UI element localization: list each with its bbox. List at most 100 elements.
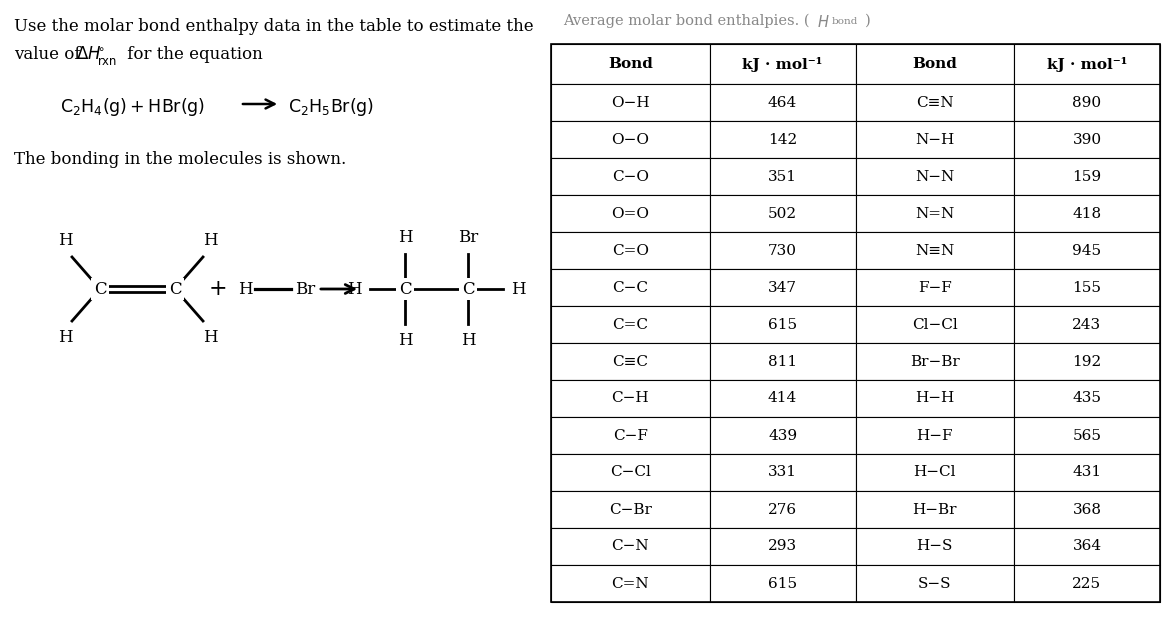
Bar <box>551 454 709 491</box>
Text: H: H <box>397 229 413 246</box>
Text: for the equation: for the equation <box>122 46 263 63</box>
Bar <box>856 232 1014 269</box>
Text: 155: 155 <box>1072 281 1102 294</box>
Text: H−F: H−F <box>917 428 953 442</box>
Text: 890: 890 <box>1072 95 1102 109</box>
Bar <box>856 84 1014 121</box>
Text: Br: Br <box>458 229 478 246</box>
Text: 276: 276 <box>768 502 797 516</box>
Bar <box>1014 232 1160 269</box>
Text: F−F: F−F <box>918 281 952 294</box>
Text: kJ · mol⁻¹: kJ · mol⁻¹ <box>1047 57 1127 71</box>
Bar <box>1014 44 1160 84</box>
Text: C: C <box>94 281 107 298</box>
Text: C≡N: C≡N <box>917 95 954 109</box>
Bar <box>709 158 856 195</box>
Bar <box>709 417 856 454</box>
Bar <box>1014 454 1160 491</box>
Bar <box>856 269 1014 306</box>
Text: $H$: $H$ <box>817 14 830 30</box>
Text: Br: Br <box>295 281 315 298</box>
Text: H−H: H−H <box>915 392 954 406</box>
Text: 431: 431 <box>1072 466 1102 480</box>
Bar <box>551 306 709 343</box>
Bar <box>709 454 856 491</box>
Bar <box>1014 195 1160 232</box>
Bar <box>551 121 709 158</box>
Text: 730: 730 <box>768 243 797 258</box>
Bar <box>856 380 1014 417</box>
Bar <box>709 380 856 417</box>
Bar <box>551 491 709 528</box>
Bar <box>551 417 709 454</box>
Bar <box>856 195 1014 232</box>
Bar <box>1014 158 1160 195</box>
Text: N−N: N−N <box>915 169 954 184</box>
Text: O−O: O−O <box>612 133 649 146</box>
Text: Use the molar bond enthalpy data in the table to estimate the: Use the molar bond enthalpy data in the … <box>14 18 533 35</box>
Text: 142: 142 <box>768 133 797 146</box>
Text: 945: 945 <box>1072 243 1102 258</box>
Text: C−C: C−C <box>613 281 648 294</box>
Text: 414: 414 <box>768 392 797 406</box>
Text: C: C <box>462 281 475 298</box>
Text: H: H <box>203 329 217 346</box>
Bar <box>1014 491 1160 528</box>
Bar <box>856 491 1014 528</box>
Text: Cl−Cl: Cl−Cl <box>912 317 958 332</box>
Bar <box>1014 121 1160 158</box>
Text: $\!{}^{\circ}_{\mathrm{rxn}}$: $\!{}^{\circ}_{\mathrm{rxn}}$ <box>98 46 117 68</box>
Text: 331: 331 <box>768 466 797 480</box>
Text: O=O: O=O <box>612 207 649 220</box>
Text: 293: 293 <box>768 540 797 553</box>
Bar <box>551 44 709 84</box>
Text: H: H <box>57 329 73 346</box>
Text: ): ) <box>865 14 871 28</box>
Bar <box>856 454 1014 491</box>
Text: 439: 439 <box>768 428 797 442</box>
Text: C−O: C−O <box>612 169 649 184</box>
Text: 347: 347 <box>768 281 797 294</box>
Bar <box>709 306 856 343</box>
Bar <box>551 343 709 380</box>
Text: 418: 418 <box>1072 207 1102 220</box>
Bar <box>1014 306 1160 343</box>
Bar <box>856 44 1014 84</box>
Bar <box>551 44 1160 602</box>
Bar <box>856 158 1014 195</box>
Text: 364: 364 <box>1072 540 1102 553</box>
Bar <box>709 491 856 528</box>
Bar <box>1014 84 1160 121</box>
Bar <box>856 417 1014 454</box>
Text: 243: 243 <box>1072 317 1102 332</box>
Text: Bond: Bond <box>912 57 958 71</box>
Text: N−H: N−H <box>915 133 954 146</box>
Bar <box>1014 417 1160 454</box>
Bar <box>1014 565 1160 602</box>
Text: 192: 192 <box>1072 354 1102 368</box>
Text: 811: 811 <box>768 354 797 368</box>
Text: H: H <box>57 232 73 249</box>
Text: kJ · mol⁻¹: kJ · mol⁻¹ <box>742 57 823 71</box>
Bar <box>709 195 856 232</box>
Bar <box>709 232 856 269</box>
Bar <box>551 84 709 121</box>
Text: 351: 351 <box>768 169 797 184</box>
Text: bond: bond <box>831 17 858 26</box>
Text: H−Br: H−Br <box>913 502 958 516</box>
Text: 435: 435 <box>1072 392 1102 406</box>
Bar <box>709 44 856 84</box>
Text: C=C: C=C <box>613 317 648 332</box>
Bar <box>551 380 709 417</box>
Text: Bond: Bond <box>608 57 653 71</box>
Text: 225: 225 <box>1072 576 1102 591</box>
Text: O−H: O−H <box>611 95 649 109</box>
Bar <box>1014 380 1160 417</box>
Bar <box>551 269 709 306</box>
Text: +: + <box>209 278 227 300</box>
Text: 565: 565 <box>1072 428 1102 442</box>
Text: C=N: C=N <box>612 576 649 591</box>
Text: The bonding in the molecules is shown.: The bonding in the molecules is shown. <box>14 151 346 168</box>
Bar <box>709 121 856 158</box>
Text: 390: 390 <box>1072 133 1102 146</box>
